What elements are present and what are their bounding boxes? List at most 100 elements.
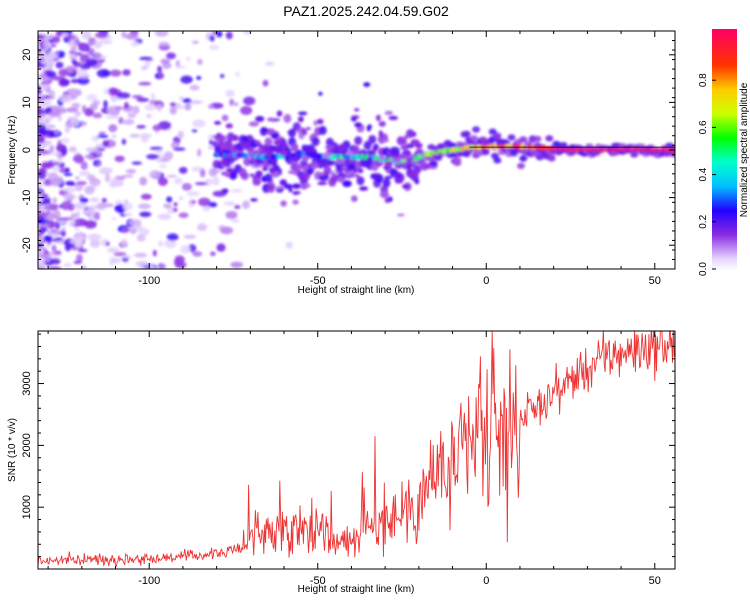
- sidelobe-blob: [255, 115, 265, 122]
- noise-blob: [132, 95, 143, 99]
- sidelobe-blob: [405, 143, 415, 149]
- spectrogram-ytick-label: -10: [21, 190, 33, 206]
- noise-blob: [116, 92, 131, 99]
- noise-blob: [54, 250, 62, 255]
- noise-blob: [42, 223, 51, 228]
- noise-blob: [179, 96, 184, 101]
- noise-blob: [68, 88, 82, 96]
- noise-blob: [93, 211, 101, 221]
- sidelobe-blob: [270, 133, 279, 139]
- sidelobe-blob: [214, 121, 222, 125]
- sidelobe-blob: [218, 140, 225, 146]
- noise-blob: [84, 154, 94, 159]
- noise-blob: [136, 125, 146, 129]
- sidelobe-blob: [359, 186, 369, 191]
- sidelobe-blob: [300, 183, 308, 190]
- noise-blob: [233, 102, 239, 107]
- noise-blob: [79, 197, 89, 204]
- noise-blob: [128, 219, 142, 227]
- ridge-halo: [453, 157, 462, 164]
- noise-blob: [38, 135, 46, 144]
- noise-blob: [72, 155, 84, 163]
- noise-blob: [149, 170, 161, 179]
- noise-blob: [248, 121, 260, 127]
- snr-series-line: [38, 331, 675, 568]
- sidelobe-blob: [258, 143, 264, 150]
- noise-blob: [143, 61, 151, 68]
- colorbar-ticks: 0.0 0.2 0.4 0.6 0.8: [698, 73, 716, 276]
- noise-blob: [160, 58, 171, 64]
- noise-blob: [122, 174, 134, 178]
- ridge-halo: [269, 157, 278, 166]
- colorbar-tick-label: 0.6: [698, 120, 709, 134]
- sidelobe-blob: [388, 115, 399, 121]
- sidelobe-blob: [383, 165, 391, 170]
- noise-blob: [123, 102, 129, 109]
- ridge-halo: [519, 136, 528, 143]
- noise-blob: [265, 61, 275, 66]
- noise-blob: [44, 107, 53, 112]
- ridge-halo: [517, 162, 525, 170]
- sidelobe-blob: [366, 125, 371, 132]
- sidelobe-blob: [373, 143, 379, 150]
- sidelobe-blob: [325, 159, 335, 166]
- snr-ytick-label: 3000: [21, 371, 33, 395]
- noise-blob: [209, 45, 220, 50]
- sidelobe-blob: [273, 164, 280, 171]
- sidelobe-blob: [290, 157, 300, 162]
- sidelobe-blob: [384, 110, 394, 116]
- noise-blob: [138, 81, 152, 86]
- sidelobe-blob: [355, 174, 360, 179]
- ridge-halo: [323, 165, 332, 175]
- noise-blob: [86, 94, 98, 101]
- sidelobe-blob: [255, 170, 263, 178]
- noise-blob: [66, 182, 77, 186]
- noise-blob: [47, 89, 56, 98]
- noise-blob: [76, 181, 87, 186]
- sidelobe-blob: [276, 110, 283, 117]
- ridge-halo: [481, 148, 490, 156]
- noise-blob: [95, 31, 109, 39]
- sidelobe-blob: [378, 130, 383, 138]
- noise-blob: [170, 141, 180, 149]
- ridge-halo: [533, 135, 542, 143]
- sidelobe-blob: [401, 184, 410, 189]
- noise-blob: [38, 211, 48, 218]
- noise-blob: [173, 147, 186, 151]
- noise-blob: [82, 209, 96, 216]
- sidelobe-blob: [347, 164, 356, 171]
- ridge-halo: [290, 142, 299, 152]
- ridge-halo: [318, 125, 327, 135]
- sidelobe-blob: [267, 117, 274, 121]
- noise-blob: [45, 116, 53, 122]
- noise-blob: [86, 221, 94, 227]
- noise-blob: [40, 161, 53, 169]
- sidelobe-blob: [348, 173, 355, 178]
- noise-blob: [126, 169, 137, 174]
- sidelobe-blob: [406, 155, 414, 159]
- noise-blob: [157, 213, 172, 220]
- sidelobe-blob: [318, 91, 323, 96]
- snr-ytick-label: 2000: [21, 433, 33, 457]
- sidelobe-blob: [345, 151, 355, 156]
- ridge-halo: [363, 140, 372, 150]
- noise-blob: [65, 107, 79, 113]
- ridge-halo: [415, 148, 424, 155]
- sidelobe-blob: [400, 162, 408, 169]
- noise-blob: [84, 107, 94, 117]
- sidelobe-blob: [384, 160, 393, 167]
- sidelobe-blob: [337, 177, 344, 183]
- noise-blob: [240, 106, 253, 115]
- snr-panel: -100 -50 0 50 1000 2000 3000 Height of straigh…: [7, 330, 676, 595]
- sidelobe-blob: [387, 196, 393, 202]
- noise-blob: [157, 240, 164, 247]
- noise-blob: [38, 99, 52, 107]
- colorbar-gradient: [712, 29, 737, 271]
- noise-blob: [73, 260, 83, 265]
- noise-blob: [158, 71, 164, 80]
- colorbar: 0.0 0.2 0.4 0.6 0.8 Normalized spectral ampl…: [698, 29, 750, 276]
- ridge-halo: [488, 128, 497, 135]
- noise-blob: [191, 200, 196, 204]
- noise-blob: [105, 115, 119, 120]
